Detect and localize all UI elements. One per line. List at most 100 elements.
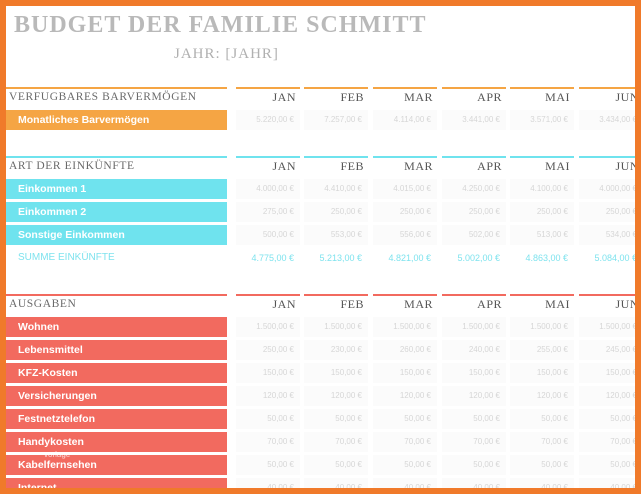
value-cell[interactable]: 40,00 € [579,478,635,488]
value-cell[interactable]: 240,00 € [442,340,506,360]
value-cell[interactable]: 3.571,00 € [510,110,574,130]
value-cell[interactable]: 50,00 € [579,455,635,475]
category-label[interactable]: Handykosten [6,432,227,452]
category-label[interactable]: Monatliches Barvermögen [6,110,227,130]
value-cell[interactable]: 120,00 € [579,386,635,406]
value-cell[interactable]: 1.500,00 € [373,317,437,337]
value-cell[interactable]: 70,00 € [510,432,574,452]
value-cell[interactable]: 260,00 € [373,340,437,360]
value-cell[interactable]: 150,00 € [579,363,635,383]
month-divider [510,294,574,296]
value-cell[interactable]: 40,00 € [236,478,300,488]
category-label[interactable]: Kabelfernsehen [6,455,227,475]
value-cell[interactable]: 250,00 € [579,202,635,222]
value-cell[interactable]: 4.114,00 € [373,110,437,130]
value-cell[interactable]: 50,00 € [442,455,506,475]
value-cell[interactable]: 556,00 € [373,225,437,245]
value-cell[interactable]: 5.002,00 € [457,253,500,263]
value-cell[interactable]: 250,00 € [442,202,506,222]
value-cell[interactable]: 4.015,00 € [373,179,437,199]
category-label[interactable]: Internet [6,478,227,488]
category-label[interactable]: KFZ-Kosten [6,363,227,383]
year-label: JAHR: [JAHR] [174,46,279,62]
value-cell[interactable]: 70,00 € [373,432,437,452]
category-label[interactable]: Wohnen [6,317,227,337]
value-cell[interactable]: 50,00 € [373,409,437,429]
value-cell[interactable]: 150,00 € [236,363,300,383]
value-cell[interactable]: 4.410,00 € [304,179,368,199]
value-cell[interactable]: 5.220,00 € [236,110,300,130]
value-cell[interactable]: 70,00 € [579,432,635,452]
value-cell[interactable]: 534,00 € [579,225,635,245]
value-cell[interactable]: 40,00 € [510,478,574,488]
value-cell[interactable]: 50,00 € [304,409,368,429]
table-row: Monatliches Barvermögen 5.220,00 €7.257,0… [6,110,635,130]
value-cell[interactable]: 70,00 € [304,432,368,452]
value-cell[interactable]: 150,00 € [304,363,368,383]
value-cell[interactable]: 502,00 € [442,225,506,245]
value-cell[interactable]: 50,00 € [510,409,574,429]
value-cell[interactable]: 4.000,00 € [236,179,300,199]
value-cell[interactable]: 50,00 € [236,409,300,429]
category-label[interactable]: Lebensmittel [6,340,227,360]
value-cell[interactable]: 120,00 € [304,386,368,406]
value-cell[interactable]: 3.441,00 € [442,110,506,130]
value-cell[interactable]: 40,00 € [304,478,368,488]
value-cell[interactable]: 70,00 € [442,432,506,452]
value-cell[interactable]: 50,00 € [579,409,635,429]
section-divider [6,156,227,158]
value-cell[interactable]: 50,00 € [304,455,368,475]
value-cell[interactable]: 5.213,00 € [319,253,362,263]
category-label[interactable]: Sonstige Einkommen [6,225,227,245]
value-cell[interactable]: 245,00 € [579,340,635,360]
value-cell[interactable]: 50,00 € [373,455,437,475]
sum-label[interactable]: SUMME EINKÜNFTE [18,252,115,263]
value-cell[interactable]: 4.250,00 € [442,179,506,199]
category-label[interactable]: Einkommen 2 [6,202,227,222]
value-cell[interactable]: 40,00 € [442,478,506,488]
value-cell[interactable]: 50,00 € [442,409,506,429]
month-header: JAN [272,297,296,311]
value-cell[interactable]: 4.863,00 € [525,253,568,263]
value-cell[interactable]: 120,00 € [373,386,437,406]
value-cell[interactable]: 120,00 € [510,386,574,406]
value-cell[interactable]: 250,00 € [510,202,574,222]
table-row: Festnetztelefon 50,00 €50,00 €50,00 €50,0… [6,409,635,429]
value-cell[interactable]: 5.084,00 € [594,253,637,263]
value-cell[interactable]: 1.500,00 € [442,317,506,337]
value-cell[interactable]: 1.500,00 € [236,317,300,337]
value-cell[interactable]: 255,00 € [510,340,574,360]
value-cell[interactable]: 275,00 € [236,202,300,222]
value-cell[interactable]: 120,00 € [442,386,506,406]
value-cell[interactable]: 150,00 € [373,363,437,383]
value-cell[interactable]: 230,00 € [304,340,368,360]
category-label[interactable]: Versicherungen [6,386,227,406]
value-cell[interactable]: 7.257,00 € [304,110,368,130]
month-divider [373,156,437,158]
value-cell[interactable]: 70,00 € [236,432,300,452]
category-label[interactable]: Einkommen 1 [6,179,227,199]
value-cell[interactable]: 4.100,00 € [510,179,574,199]
value-cell[interactable]: 150,00 € [442,363,506,383]
value-cell[interactable]: 40,00 € [373,478,437,488]
value-cell[interactable]: 553,00 € [304,225,368,245]
section-title: VERFUGBARES BARVERMÖGEN [9,91,197,103]
value-cell[interactable]: 1.500,00 € [579,317,635,337]
value-cell[interactable]: 50,00 € [510,455,574,475]
value-cell[interactable]: 513,00 € [510,225,574,245]
value-cell[interactable]: 4.775,00 € [251,253,294,263]
value-cell[interactable]: 1.500,00 € [510,317,574,337]
value-cell[interactable]: 500,00 € [236,225,300,245]
value-cell[interactable]: 3.434,00 € [579,110,635,130]
value-cell[interactable]: 120,00 € [236,386,300,406]
value-cell[interactable]: 4.000,00 € [579,179,635,199]
value-cell[interactable]: 50,00 € [236,455,300,475]
value-cell[interactable]: 250,00 € [236,340,300,360]
value-cell[interactable]: 250,00 € [304,202,368,222]
value-cell[interactable]: 150,00 € [510,363,574,383]
value-cell[interactable]: 1.500,00 € [304,317,368,337]
value-cell[interactable]: 4.821,00 € [388,253,431,263]
category-label[interactable]: Festnetztelefon [6,409,227,429]
value-cell[interactable]: 250,00 € [373,202,437,222]
month-header: JUN [615,90,639,104]
